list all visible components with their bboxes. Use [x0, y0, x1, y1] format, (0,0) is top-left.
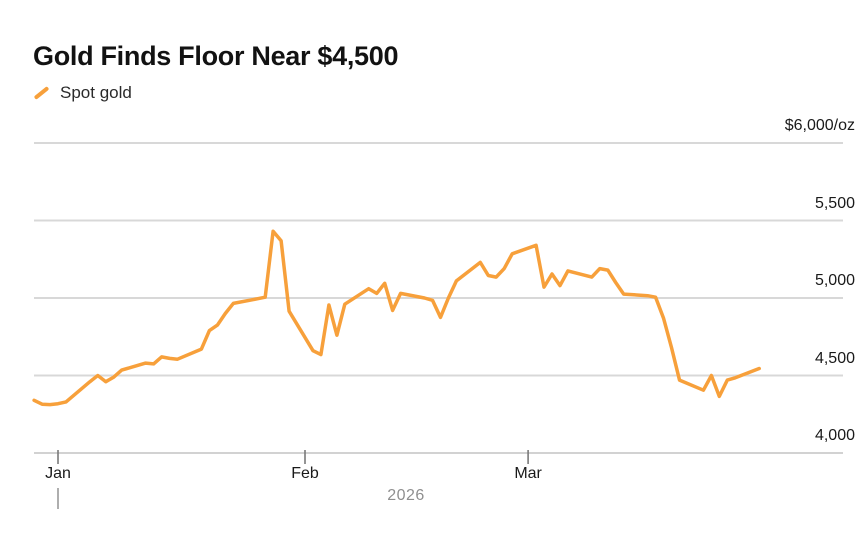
y-axis-label: 4,500: [814, 349, 855, 367]
spot-gold-price-line: [32, 229, 761, 407]
chart-title: Gold Finds Floor Near $4,500: [33, 41, 399, 71]
y-axis-label: 5,000: [814, 272, 855, 289]
x-axis-label: Jan: [45, 465, 71, 482]
legend: Spot gold: [33, 83, 132, 103]
year-label: 2026: [387, 487, 425, 504]
y-axis-label: 4,000: [814, 427, 855, 444]
x-axis-label: Mar: [514, 465, 542, 482]
legend-label-spot-gold: Spot gold: [60, 83, 132, 102]
y-axis-label: 5,500: [814, 194, 855, 212]
x-axis-label: Feb: [291, 465, 319, 482]
y-axis-label: $6,000/oz: [784, 117, 855, 134]
